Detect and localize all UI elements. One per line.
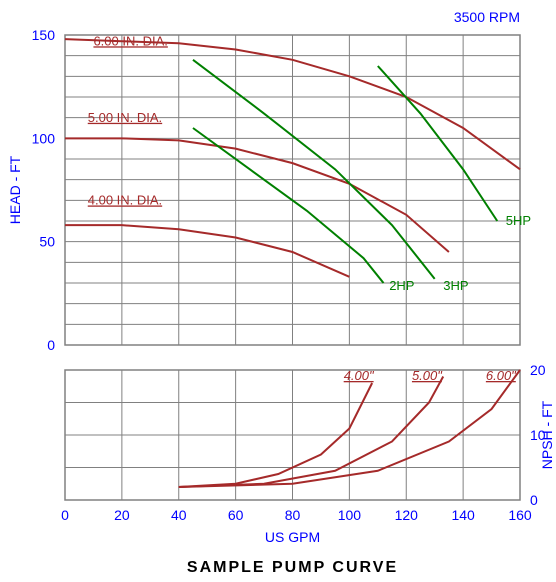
x-tick-label: 40: [171, 507, 187, 523]
head-curve-label: 5.00 IN. DIA.: [88, 110, 162, 125]
x-tick-label: 0: [61, 507, 69, 523]
hp-curve: [193, 128, 384, 283]
x-tick-label: 140: [451, 507, 475, 523]
npsh-curve-label: 4.00": [344, 368, 375, 383]
npsh-curve: [179, 377, 443, 488]
head-curve-label: 6.00 IN. DIA.: [93, 33, 167, 48]
npsh-curve-label: 6.00": [486, 368, 517, 383]
head-curve: [65, 225, 349, 277]
head-tick-label: 0: [47, 337, 55, 353]
rpm-label: 3500 RPM: [454, 9, 520, 25]
hp-curve-label: 5HP: [506, 213, 531, 228]
head-tick-label: 150: [32, 27, 56, 43]
x-axis-label: US GPM: [265, 529, 320, 545]
hp-curve-label: 2HP: [389, 278, 414, 293]
npsh-tick-label: 0: [530, 492, 538, 508]
x-tick-label: 160: [508, 507, 532, 523]
chart-container: 6.00 IN. DIA. 5.00 IN. DIA. 4.00 IN. DIA. 2…: [0, 0, 556, 582]
hp-curve: [193, 60, 435, 279]
hp-curve-label: 3HP: [443, 278, 468, 293]
npsh-axis-label: NPSH - FT: [539, 400, 555, 469]
head-curve-label: 4.00 IN. DIA.: [88, 192, 162, 207]
npsh-tick-label: 20: [530, 362, 546, 378]
x-tick-label: 100: [338, 507, 362, 523]
x-tick-label: 80: [285, 507, 301, 523]
npsh-curve-label: 5.00": [412, 368, 443, 383]
x-tick-label: 60: [228, 507, 244, 523]
head-axis-label: HEAD - FT: [7, 155, 23, 224]
head-tick-label: 50: [39, 234, 55, 250]
x-tick-label: 20: [114, 507, 130, 523]
x-tick-label: 120: [395, 507, 419, 523]
head-tick-label: 100: [32, 130, 56, 146]
hp-curve: [378, 66, 497, 221]
pump-curve-chart: 6.00 IN. DIA. 5.00 IN. DIA. 4.00 IN. DIA. 2…: [0, 0, 556, 582]
chart-title: SAMPLE PUMP CURVE: [187, 559, 398, 576]
